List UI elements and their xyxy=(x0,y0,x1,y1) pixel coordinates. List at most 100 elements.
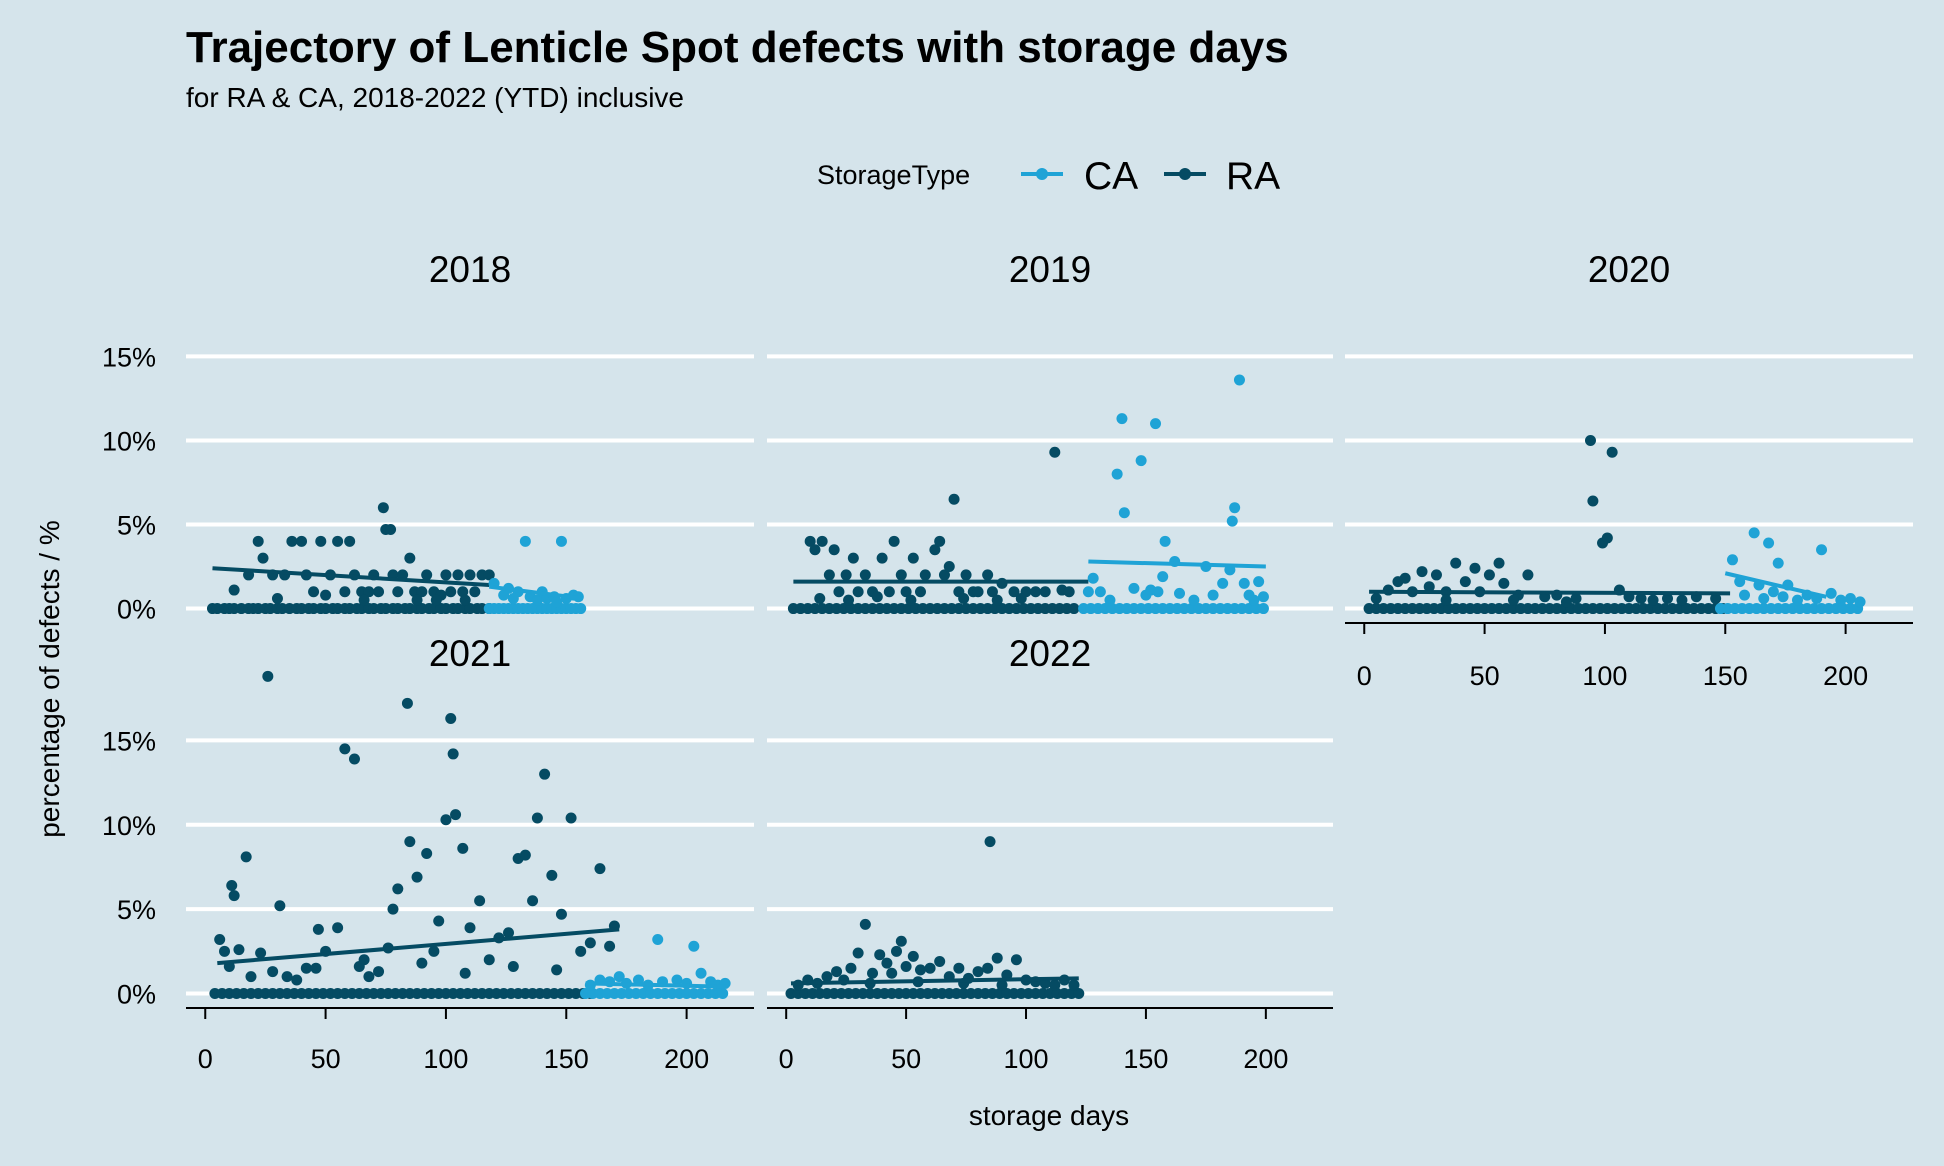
data-point xyxy=(929,544,941,556)
data-point xyxy=(934,955,946,967)
data-point xyxy=(281,971,293,983)
facet-panels: 2018 0% 5% 10% 15% 2019 2020 0 50 100 150 200 2021 0%… xyxy=(102,249,1913,1074)
data-point xyxy=(1010,954,1022,966)
x-tick-label: 0 xyxy=(779,1044,794,1074)
data-point xyxy=(828,544,840,556)
x-tick-label: 100 xyxy=(423,1044,468,1074)
series-ra xyxy=(785,836,1085,1000)
data-point xyxy=(1073,988,1085,1000)
data-point xyxy=(1647,594,1659,606)
data-point xyxy=(972,586,984,598)
data-point xyxy=(1416,566,1428,578)
x-tick-label: 150 xyxy=(1703,661,1748,691)
series-ra xyxy=(206,502,495,615)
trend-line xyxy=(585,981,728,989)
data-point xyxy=(228,584,240,596)
data-point xyxy=(982,569,994,581)
data-point xyxy=(847,552,859,564)
data-point xyxy=(214,934,226,946)
y-tick-label: 10% xyxy=(102,426,156,456)
data-point xyxy=(1217,577,1229,589)
data-point xyxy=(377,502,389,514)
data-point xyxy=(286,535,298,547)
data-point xyxy=(1430,569,1442,581)
data-point xyxy=(358,594,370,606)
data-point xyxy=(416,586,428,598)
data-point xyxy=(594,863,606,875)
data-point xyxy=(584,937,596,949)
facet-panel-2020: 2020 0 50 100 150 200 xyxy=(1345,249,1913,691)
data-point xyxy=(845,962,857,974)
x-tick-label: 50 xyxy=(311,1044,341,1074)
data-point xyxy=(1174,587,1186,599)
data-point xyxy=(1459,576,1471,588)
series-ca xyxy=(580,934,731,1000)
chart-title: Trajectory of Lenticle Spot defects with… xyxy=(186,23,1289,72)
y-tick-label: 5% xyxy=(117,895,156,925)
data-point xyxy=(717,988,729,1000)
data-point xyxy=(428,945,440,957)
trend-line xyxy=(489,584,584,601)
data-point xyxy=(228,890,240,902)
data-point xyxy=(332,535,344,547)
data-point xyxy=(924,962,936,974)
data-point xyxy=(445,586,457,598)
data-point xyxy=(1758,592,1770,604)
data-point xyxy=(1063,586,1075,598)
data-point xyxy=(1039,586,1051,598)
data-point xyxy=(859,569,871,581)
y-tick-label: 15% xyxy=(102,342,156,372)
data-point xyxy=(507,592,519,604)
data-point xyxy=(972,966,984,978)
data-point xyxy=(257,552,269,564)
data-point xyxy=(1207,589,1219,601)
data-point xyxy=(695,967,707,979)
data-point xyxy=(262,670,274,682)
data-point xyxy=(1767,586,1779,598)
data-point xyxy=(1068,979,1080,991)
data-point xyxy=(385,524,397,536)
data-point xyxy=(416,957,428,969)
data-point xyxy=(688,940,700,952)
data-point xyxy=(1469,562,1481,574)
data-point xyxy=(1257,603,1269,615)
legend-label-ca: CA xyxy=(1084,155,1138,198)
x-tick-label: 150 xyxy=(1123,1044,1168,1074)
data-point xyxy=(464,569,476,581)
data-point xyxy=(1483,569,1495,581)
data-point xyxy=(843,594,855,606)
data-point xyxy=(474,895,486,907)
data-point xyxy=(871,591,883,603)
data-point xyxy=(315,535,327,547)
data-point xyxy=(604,940,616,952)
facet-panel-2022: 2022 0 50 100 150 200 xyxy=(767,633,1333,1074)
data-point xyxy=(1739,589,1751,601)
data-point xyxy=(1825,587,1837,599)
data-point xyxy=(401,697,413,709)
data-point xyxy=(555,908,567,920)
x-tick-label: 200 xyxy=(664,1044,709,1074)
data-point xyxy=(823,569,835,581)
data-point xyxy=(1087,572,1099,584)
data-point xyxy=(1440,594,1452,606)
data-point xyxy=(814,592,826,604)
data-point xyxy=(404,552,416,564)
data-point xyxy=(358,954,370,966)
data-point xyxy=(1008,586,1020,598)
data-point xyxy=(440,814,452,826)
data-point xyxy=(219,945,231,957)
data-point xyxy=(271,592,283,604)
facet-panel-2018: 2018 0% 5% 10% 15% xyxy=(102,249,754,625)
data-point xyxy=(1522,569,1534,581)
data-point xyxy=(519,535,531,547)
data-point xyxy=(1710,592,1722,604)
data-point xyxy=(433,915,445,927)
data-point xyxy=(1068,603,1080,615)
data-point xyxy=(320,589,332,601)
x-tick-label: 50 xyxy=(1470,661,1500,691)
trend-line xyxy=(790,976,1079,986)
data-point xyxy=(245,971,257,983)
data-point xyxy=(1015,592,1027,604)
data-point xyxy=(1493,557,1505,569)
data-point xyxy=(900,586,912,598)
